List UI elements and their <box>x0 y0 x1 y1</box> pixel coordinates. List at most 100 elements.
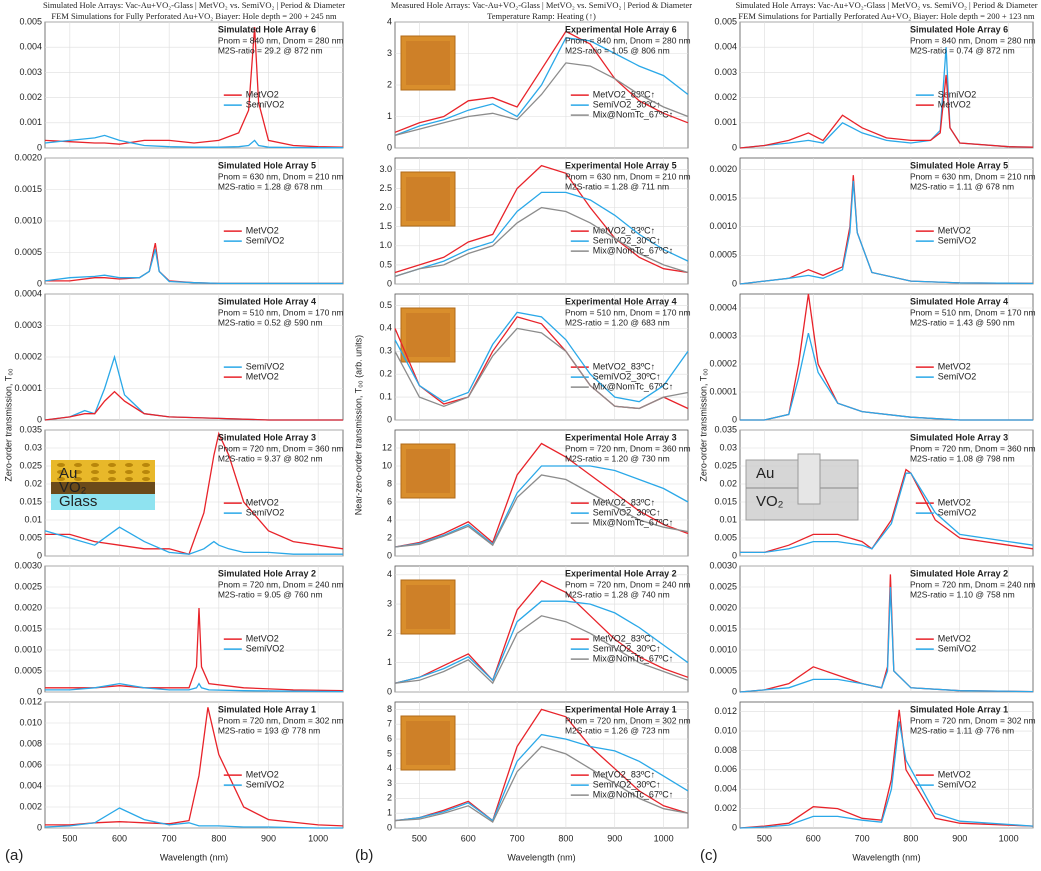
chart-title: Simulated Hole Array 4 <box>218 296 316 306</box>
panel-label: (a) <box>5 847 23 864</box>
x-axis-label: Wavelength (nm) <box>507 852 575 862</box>
y-tick-label: 0.0015 <box>709 623 737 633</box>
y-tick-label: 8 <box>387 704 392 714</box>
y-tick-label: 0 <box>37 278 42 288</box>
x-tick-label: 900 <box>607 833 622 843</box>
x-tick-label: 700 <box>162 833 177 843</box>
series-line <box>394 327 689 410</box>
legend-label: SemiVO2 <box>246 99 285 109</box>
y-tick-label: 0.0004 <box>709 302 737 312</box>
hole <box>57 463 65 467</box>
y-tick-label: 0.035 <box>714 424 737 434</box>
annotation: Pnom = 630 nm, Dnom = 210 nm <box>910 171 1036 181</box>
annotation: Pnom = 510 nm, Dnom = 170 nm <box>218 307 344 317</box>
y-axis-label: Zero-order transmission, T₀₀ <box>3 368 13 482</box>
sample-photo-inner <box>406 41 450 85</box>
plot-area <box>739 293 1034 421</box>
legend-label: MetVO2 <box>938 361 971 371</box>
series-line <box>739 721 1034 829</box>
hole <box>74 463 82 467</box>
y-tick-label: 0.005 <box>714 532 737 542</box>
y-tick-label: 0.01 <box>719 514 737 524</box>
hole <box>142 477 150 481</box>
y-tick-label: 4 <box>387 569 392 579</box>
legend-label: MetVO2_83ºC↑ <box>593 769 655 779</box>
y-tick-label: 0.005 <box>19 532 42 542</box>
annotation: M2S-ratio = 1.20 @ 730 nm <box>565 453 670 463</box>
y-tick-label: 0 <box>732 822 737 832</box>
y-tick-label: 0 <box>732 550 737 560</box>
x-tick-label: 600 <box>461 833 476 843</box>
y-tick-label: 0.025 <box>714 460 737 470</box>
series-line <box>394 600 689 684</box>
y-tick-label: 0 <box>387 278 392 288</box>
legend-label: SemiVO2 <box>246 361 285 371</box>
x-tick-label: 500 <box>62 833 77 843</box>
legend-label: SemiVO2_30ºC↑ <box>593 235 661 245</box>
y-tick-label: 2 <box>387 532 392 542</box>
y-tick-label: 0.0020 <box>709 164 737 174</box>
hole <box>91 470 99 474</box>
legend-label: MetVO2_83ºC↑ <box>593 497 655 507</box>
series-line <box>44 807 343 829</box>
y-tick-label: 0 <box>387 550 392 560</box>
legend-label: SemiVO2_30ºC↑ <box>593 99 661 109</box>
y-tick-label: 6 <box>387 733 392 743</box>
series-line <box>740 333 1033 421</box>
y-tick-label: 1 <box>387 657 392 667</box>
y-tick-label: 0 <box>387 822 392 832</box>
inset-label: VO₂ <box>756 493 784 510</box>
vo2-layer <box>51 482 155 494</box>
hole <box>57 470 65 474</box>
y-tick-label: 1.5 <box>379 221 392 231</box>
series-line <box>394 62 689 137</box>
legend-label: MetVO2_83ºC↑ <box>593 361 655 371</box>
y-tick-label: 0.03 <box>719 442 737 452</box>
annotation: Pnom = 720 nm, Dnom = 302 nm <box>565 715 691 725</box>
y-tick-label: 0.035 <box>19 424 42 434</box>
legend-label: MetVO2 <box>246 769 279 779</box>
series-line <box>394 733 689 822</box>
annotation: M2S-ratio = 0.74 @ 872 nm <box>910 45 1015 55</box>
series-line <box>739 74 1034 149</box>
y-tick-label: 0 <box>387 414 392 424</box>
legend-label: MetVO2 <box>246 497 279 507</box>
chart-title: Simulated Hole Array 6 <box>218 24 316 34</box>
hole <box>91 463 99 467</box>
annotation: M2S-ratio = 1.10 @ 758 nm <box>910 589 1015 599</box>
y-tick-label: 0.0020 <box>14 152 42 162</box>
annotation: M2S-ratio = 1.11 @ 776 nm <box>910 725 1014 735</box>
hole <box>108 463 116 467</box>
annotation: Pnom = 720 nm, Dnom = 240 nm <box>565 579 691 589</box>
series-line <box>45 431 344 555</box>
sample-photo-inner <box>406 449 450 493</box>
y-tick-label: 0.012 <box>714 706 737 716</box>
y-tick-label: 0.004 <box>714 42 737 52</box>
chart-title: Experimental Hole Array 6 <box>565 24 677 34</box>
chart-title: Experimental Hole Array 3 <box>565 432 677 442</box>
y-axis-label: Near-zero-order transmission, T₀₀ (arb. … <box>353 335 363 515</box>
y-tick-label: 0.010 <box>714 725 737 735</box>
y-tick-label: 10 <box>382 460 392 470</box>
legend-label: SemiVO2_30ºC↑ <box>593 371 661 381</box>
series-line <box>44 390 343 421</box>
y-tick-label: 0.03 <box>24 442 42 452</box>
sample-photo-inner <box>406 585 450 629</box>
y-tick-label: 0.0010 <box>14 644 42 654</box>
y-tick-label: 0.004 <box>19 42 42 52</box>
y-tick-label: 0.0010 <box>14 215 42 225</box>
y-tick-label: 0.0003 <box>14 320 42 330</box>
sample-photo-inner <box>406 177 450 221</box>
y-tick-label: 0.0010 <box>709 644 737 654</box>
annotation: Pnom = 840 nm, Dnom = 280 nm <box>218 35 344 45</box>
x-tick-label: 600 <box>806 833 821 843</box>
y-tick-label: 0 <box>37 414 42 424</box>
y-tick-label: 0.0001 <box>709 386 737 396</box>
y-tick-label: 4 <box>387 763 392 773</box>
series-line <box>45 707 344 827</box>
legend-label: MetVO2 <box>938 769 971 779</box>
y-tick-label: 0.0005 <box>709 665 737 675</box>
hole <box>142 470 150 474</box>
y-tick-label: 0.002 <box>714 92 737 102</box>
